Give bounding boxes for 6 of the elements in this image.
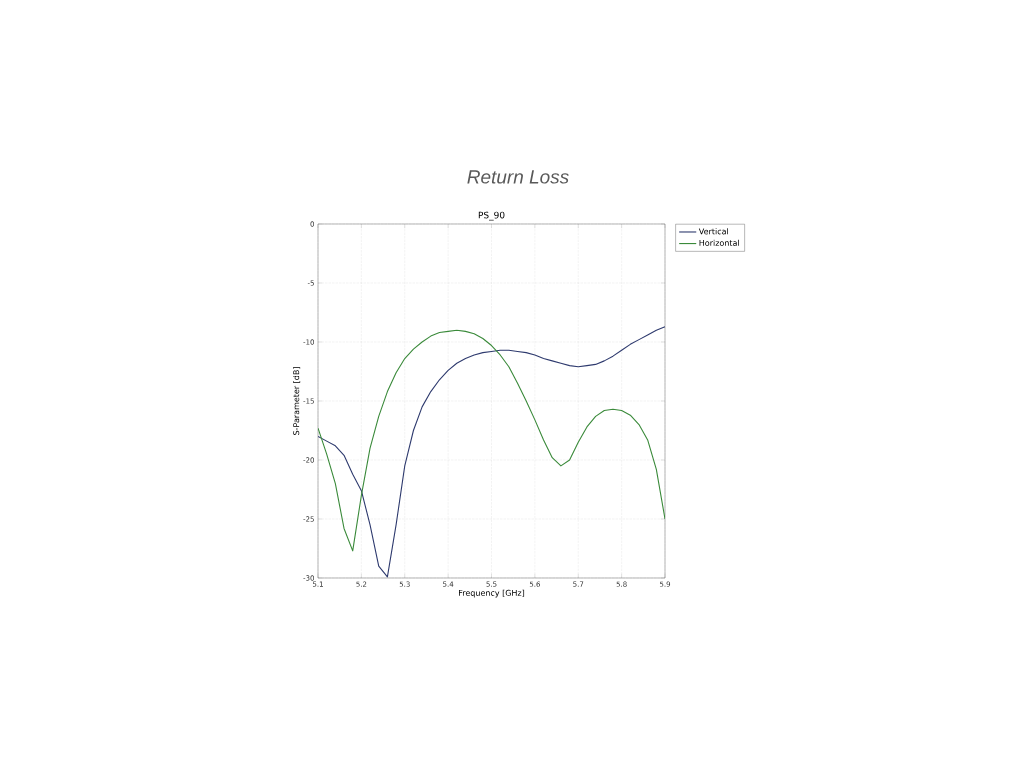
- legend-label: Vertical: [698, 228, 728, 235]
- chart-title: Return Loss: [467, 170, 569, 184]
- legend-label: Horizontal: [699, 239, 739, 246]
- x-axis-title: Frequency [GHz]: [459, 589, 525, 598]
- chart-subtitle: PS_90: [478, 211, 505, 221]
- y-axis-title: S-Parameter [dB]: [293, 367, 301, 435]
